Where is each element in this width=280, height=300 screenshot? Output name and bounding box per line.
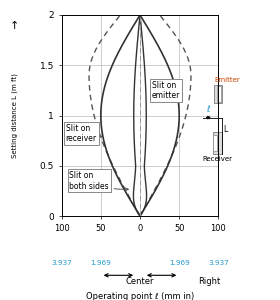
Text: 1.969: 1.969 xyxy=(169,260,190,266)
Text: Center: Center xyxy=(126,277,154,286)
Text: Receiver: Receiver xyxy=(203,156,233,162)
Text: Right: Right xyxy=(198,277,220,286)
Bar xyxy=(214,85,221,103)
Bar xyxy=(213,132,221,154)
Text: 1.969: 1.969 xyxy=(90,260,111,266)
Text: Operating point ℓ (mm in): Operating point ℓ (mm in) xyxy=(86,292,194,300)
Text: 3.937: 3.937 xyxy=(208,260,229,266)
Bar xyxy=(217,86,221,102)
Text: $\ell$: $\ell$ xyxy=(206,103,211,115)
Text: Emitter: Emitter xyxy=(214,77,240,83)
Text: Slit on
both sides: Slit on both sides xyxy=(69,171,128,191)
Bar xyxy=(213,135,217,151)
Text: Setting distance L (m ft): Setting distance L (m ft) xyxy=(11,73,18,158)
Text: L: L xyxy=(223,125,227,134)
Text: Slit on
emitter: Slit on emitter xyxy=(152,81,180,100)
Text: 3.937: 3.937 xyxy=(51,260,72,266)
Text: ↑: ↑ xyxy=(10,21,19,31)
Text: Slit on
receiver: Slit on receiver xyxy=(66,124,102,143)
